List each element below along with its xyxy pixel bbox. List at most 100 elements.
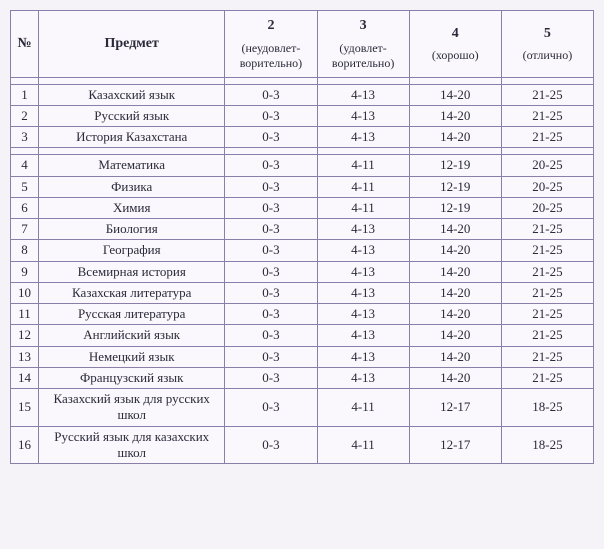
header-grade-2: 2 (неудовлет-ворительно) bbox=[225, 11, 317, 78]
cell-grade: 0-3 bbox=[225, 197, 317, 218]
cell-grade: 0-3 bbox=[225, 155, 317, 176]
table-row: 3История Казахстана0-34-1314-2021-25 bbox=[11, 127, 594, 148]
cell-num: 8 bbox=[11, 240, 39, 261]
cell-num: 13 bbox=[11, 346, 39, 367]
cell-grade: 0-3 bbox=[225, 282, 317, 303]
cell-grade: 12-19 bbox=[409, 197, 501, 218]
cell-grade: 14-20 bbox=[409, 282, 501, 303]
header-subject: Предмет bbox=[39, 11, 225, 78]
cell-grade: 4-13 bbox=[317, 304, 409, 325]
header-num: № bbox=[11, 11, 39, 78]
cell-num: 11 bbox=[11, 304, 39, 325]
table-body: 1Казахский язык0-34-1314-2021-252Русский… bbox=[11, 77, 594, 464]
table-row: 11Русская литература0-34-1314-2021-25 bbox=[11, 304, 594, 325]
cell-grade: 0-3 bbox=[225, 127, 317, 148]
cell-grade: 14-20 bbox=[409, 325, 501, 346]
cell-grade: 4-11 bbox=[317, 426, 409, 464]
cell-subject: Русский язык bbox=[39, 105, 225, 126]
cell-grade: 0-3 bbox=[225, 389, 317, 427]
gap-cell bbox=[225, 148, 317, 155]
gap-cell bbox=[39, 148, 225, 155]
cell-num: 15 bbox=[11, 389, 39, 427]
cell-grade: 0-3 bbox=[225, 219, 317, 240]
cell-num: 10 bbox=[11, 282, 39, 303]
cell-grade: 0-3 bbox=[225, 346, 317, 367]
cell-grade: 18-25 bbox=[501, 426, 593, 464]
cell-grade: 14-20 bbox=[409, 84, 501, 105]
header-grade-num: 2 bbox=[267, 18, 274, 33]
cell-grade: 21-25 bbox=[501, 127, 593, 148]
cell-num: 6 bbox=[11, 197, 39, 218]
cell-subject: Казахский язык bbox=[39, 84, 225, 105]
header-grade-label: (хорошо) bbox=[414, 48, 497, 63]
gap-cell bbox=[501, 148, 593, 155]
cell-num: 16 bbox=[11, 426, 39, 464]
table-row: 5Физика0-34-1112-1920-25 bbox=[11, 176, 594, 197]
gap-cell bbox=[317, 148, 409, 155]
cell-subject: Казахский язык для русских школ bbox=[39, 389, 225, 427]
cell-grade: 14-20 bbox=[409, 105, 501, 126]
cell-num: 4 bbox=[11, 155, 39, 176]
cell-grade: 0-3 bbox=[225, 176, 317, 197]
header-grade-label: (неудовлет-ворительно) bbox=[229, 41, 312, 71]
cell-subject: Русский язык для казахских школ bbox=[39, 426, 225, 464]
header-grade-4: 4 (хорошо) bbox=[409, 11, 501, 78]
table-row: 10Казахская литература0-34-1314-2021-25 bbox=[11, 282, 594, 303]
header-grade-5: 5 (отлично) bbox=[501, 11, 593, 78]
cell-grade: 12-17 bbox=[409, 389, 501, 427]
cell-grade: 20-25 bbox=[501, 176, 593, 197]
table-row: 4Математика0-34-1112-1920-25 bbox=[11, 155, 594, 176]
cell-grade: 4-13 bbox=[317, 219, 409, 240]
cell-grade: 14-20 bbox=[409, 240, 501, 261]
header-grade-num: 5 bbox=[544, 26, 551, 41]
table-row: 12Английский язык0-34-1314-2021-25 bbox=[11, 325, 594, 346]
table-row: 1Казахский язык0-34-1314-2021-25 bbox=[11, 84, 594, 105]
cell-grade: 0-3 bbox=[225, 367, 317, 388]
cell-num: 14 bbox=[11, 367, 39, 388]
cell-grade: 4-11 bbox=[317, 155, 409, 176]
cell-grade: 21-25 bbox=[501, 219, 593, 240]
cell-grade: 4-13 bbox=[317, 325, 409, 346]
cell-grade: 0-3 bbox=[225, 261, 317, 282]
cell-num: 12 bbox=[11, 325, 39, 346]
gap-cell bbox=[39, 77, 225, 84]
table-row: 13Немецкий язык0-34-1314-2021-25 bbox=[11, 346, 594, 367]
cell-grade: 14-20 bbox=[409, 346, 501, 367]
cell-grade: 0-3 bbox=[225, 240, 317, 261]
cell-grade: 21-25 bbox=[501, 367, 593, 388]
cell-num: 3 bbox=[11, 127, 39, 148]
cell-grade: 4-13 bbox=[317, 261, 409, 282]
cell-grade: 21-25 bbox=[501, 304, 593, 325]
gap-cell bbox=[225, 77, 317, 84]
cell-grade: 14-20 bbox=[409, 304, 501, 325]
cell-subject: Всемирная история bbox=[39, 261, 225, 282]
table-row: 2Русский язык0-34-1314-2021-25 bbox=[11, 105, 594, 126]
cell-grade: 21-25 bbox=[501, 84, 593, 105]
cell-grade: 14-20 bbox=[409, 261, 501, 282]
cell-grade: 0-3 bbox=[225, 426, 317, 464]
gap-cell bbox=[11, 148, 39, 155]
gap-cell bbox=[501, 77, 593, 84]
cell-grade: 14-20 bbox=[409, 367, 501, 388]
table-row: 16Русский язык для казахских школ0-34-11… bbox=[11, 426, 594, 464]
header-grade-num: 3 bbox=[360, 18, 367, 33]
cell-grade: 4-13 bbox=[317, 240, 409, 261]
cell-num: 9 bbox=[11, 261, 39, 282]
header-grade-label: (удовлет-ворительно) bbox=[322, 41, 405, 71]
cell-subject: География bbox=[39, 240, 225, 261]
cell-grade: 4-13 bbox=[317, 282, 409, 303]
cell-grade: 4-11 bbox=[317, 389, 409, 427]
cell-subject: Физика bbox=[39, 176, 225, 197]
table-header: № Предмет 2 (неудовлет-ворительно) 3 (уд… bbox=[11, 11, 594, 78]
gap-cell bbox=[409, 77, 501, 84]
cell-subject: Математика bbox=[39, 155, 225, 176]
cell-subject: Английский язык bbox=[39, 325, 225, 346]
cell-grade: 4-13 bbox=[317, 367, 409, 388]
cell-subject: Казахская литература bbox=[39, 282, 225, 303]
table-row: 15Казахский язык для русских школ0-34-11… bbox=[11, 389, 594, 427]
cell-grade: 4-13 bbox=[317, 346, 409, 367]
cell-subject: Французский язык bbox=[39, 367, 225, 388]
cell-grade: 0-3 bbox=[225, 84, 317, 105]
group-gap bbox=[11, 148, 594, 155]
cell-grade: 21-25 bbox=[501, 346, 593, 367]
